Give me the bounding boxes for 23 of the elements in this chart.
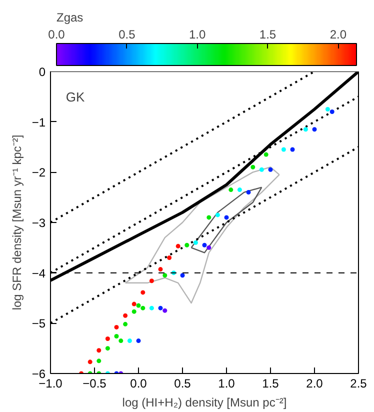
x-tick-label: 2.0 — [306, 376, 324, 390]
y-tick-label: −4 — [32, 266, 46, 280]
y-tick-label: 0 — [38, 65, 46, 79]
color-bar-title: Zgas — [56, 10, 84, 24]
x-tick-label: 0.0 — [130, 376, 148, 390]
y-tick-label: −2 — [32, 166, 46, 180]
color-bar-label: 2.0 — [330, 28, 347, 42]
x-tick-label: 1.5 — [262, 376, 280, 390]
y-tick-label: −1 — [32, 115, 46, 130]
x-tick-label: 2.5 — [350, 376, 368, 390]
color-bar-label: 0.5 — [118, 28, 136, 42]
x-axis-title: log (HI+H₂) density [Msun pc⁻²] — [122, 396, 287, 410]
color-bar-label: 1.0 — [189, 28, 206, 42]
y-tick-label: −5 — [32, 316, 46, 331]
x-tick-label: −0.5 — [82, 376, 107, 390]
color-bar-label: 0.0 — [48, 28, 66, 42]
y-tick-label: −3 — [32, 216, 46, 230]
color-bar-label: 1.5 — [259, 28, 276, 42]
x-tick-label: 1.0 — [218, 376, 236, 390]
y-tick-label: −6 — [32, 367, 46, 381]
annotation: GK — [66, 90, 86, 105]
y-axis-title: log SFR density [Msun yr⁻¹ kpc⁻²] — [10, 134, 24, 310]
x-tick-label: 0.5 — [174, 376, 192, 390]
